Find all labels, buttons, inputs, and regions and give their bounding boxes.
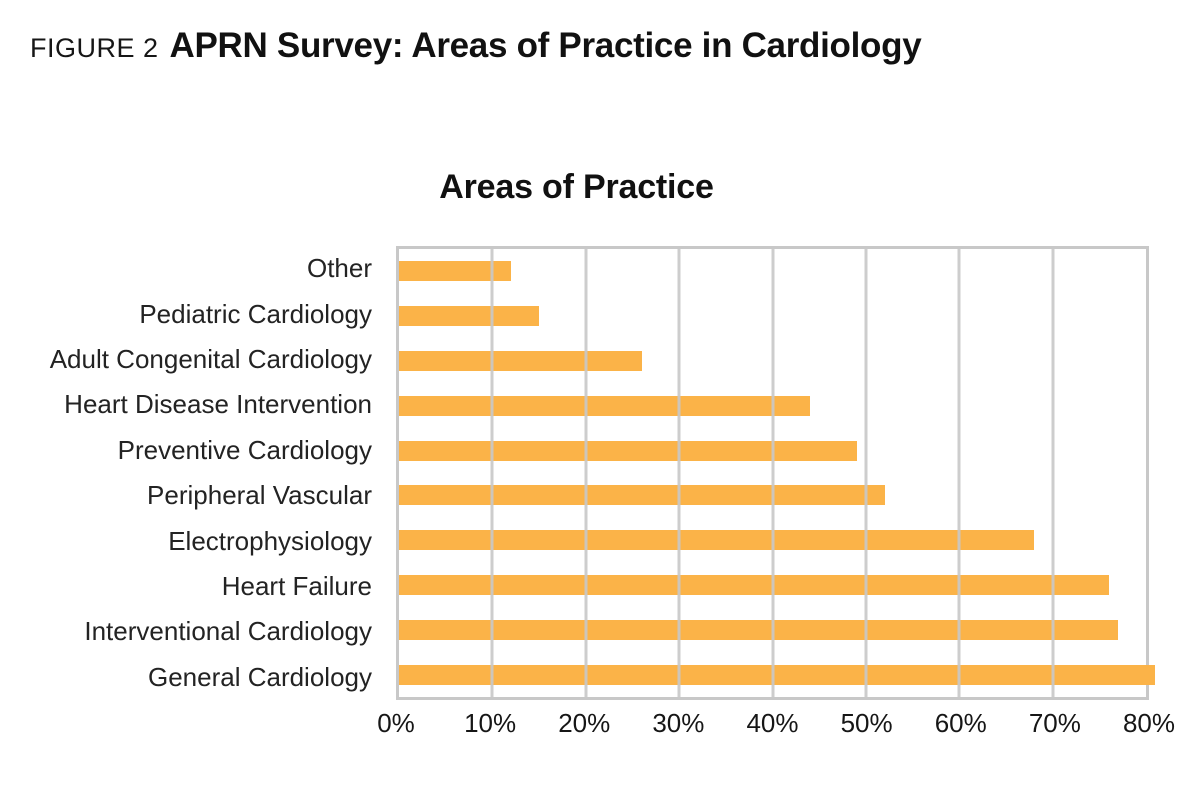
bar [399,664,1156,685]
category-label: Heart Failure [221,570,372,601]
bar [399,306,540,327]
figure-title: APRN Survey: Areas of Practice in Cardio… [169,26,922,65]
bar [399,575,1109,595]
bar [399,395,810,416]
gridline [490,249,494,697]
category-label: Interventional Cardiology [84,616,372,647]
x-tick-label: 0% [377,708,415,738]
category-label: Adult Congenital Cardiology [49,343,372,374]
category-label: Peripheral Vascular [147,480,372,511]
category-label: Pediatric Cardiology [139,298,372,329]
bar-chart: Other Pediatric Cardiology Adult Congenita… [0,246,1200,738]
x-tick-label: 70% [1028,708,1081,738]
gridline [864,249,868,697]
x-tick-label: 80% [1122,708,1176,738]
x-tick-label: 30% [652,708,705,738]
gridline [1051,249,1055,697]
gridline [677,249,681,697]
chart-title: Areas of Practice [439,168,714,206]
category-label: Electrophysiology [168,525,372,556]
plot-area [396,246,1156,700]
bar [399,351,642,371]
figure-caption: FIGURE 2 APRN Survey: Areas of Practice … [30,26,922,66]
bar [399,440,857,461]
x-tick-label: 10% [464,708,517,738]
category-label: General Cardiology [147,661,372,692]
x-tick-label: 60% [934,708,987,738]
x-tick-label: 20% [558,708,611,738]
bar [399,619,1118,640]
bar [399,530,1034,551]
bar [399,485,885,506]
gridline [584,249,588,697]
gridline [957,249,961,697]
x-axis-tick-labels: 0% 10% 20% 30% 40% 50% 60% 70% 80% [377,708,1175,744]
category-label: Preventive Cardiology [117,434,372,465]
category-label: Heart Disease Intervention [64,389,372,420]
gridline [771,249,774,697]
x-tick-label: 40% [746,708,799,738]
bar [399,261,512,282]
figure-number: FIGURE 2 [30,33,159,63]
category-label: Other [306,253,372,284]
x-tick-label: 50% [840,708,893,738]
y-axis-category-labels: Other Pediatric Cardiology Adult Congenita… [0,246,384,700]
